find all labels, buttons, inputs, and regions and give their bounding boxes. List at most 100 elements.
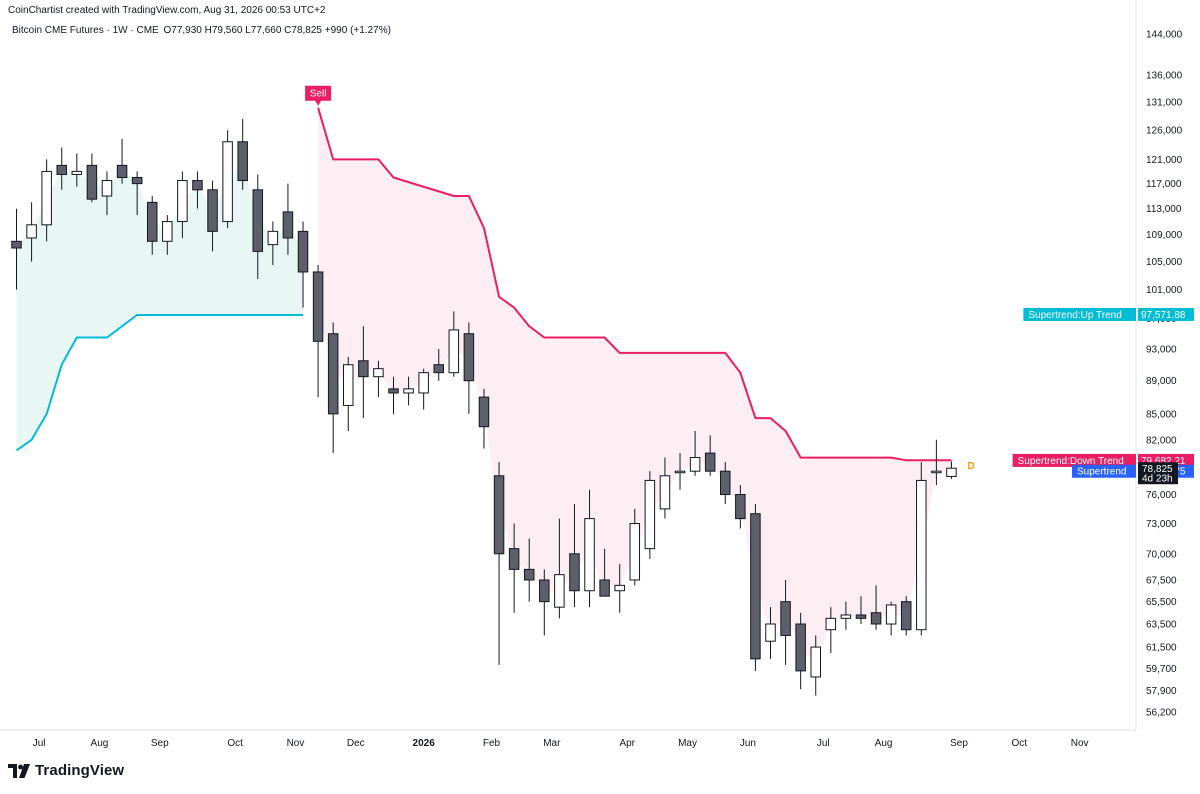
candle — [554, 518, 565, 619]
candle-body — [478, 396, 490, 428]
x-tick-label: Oct — [1012, 738, 1028, 749]
candle — [56, 147, 67, 190]
candle-body — [614, 584, 625, 592]
y-tick-label: 121,000 — [1146, 155, 1183, 166]
y-tick-label: 56,200 — [1146, 708, 1177, 719]
candle — [403, 376, 414, 406]
candle — [252, 174, 264, 279]
candle — [222, 130, 233, 229]
y-tick-label: 59,700 — [1146, 664, 1177, 675]
candle — [41, 159, 52, 242]
low-value: L77,660 — [245, 25, 282, 36]
candle — [297, 221, 309, 308]
candle-body — [41, 170, 52, 226]
tag-value: 79,682.21 — [1141, 456, 1186, 467]
last-price-countdown: 4d 23h — [1142, 474, 1173, 485]
y-tick-label: 65,500 — [1146, 597, 1177, 608]
candle — [448, 311, 460, 377]
candle-body — [312, 271, 324, 342]
candle — [614, 564, 625, 613]
candle-body — [26, 224, 37, 239]
creator-credit: CoinChartist created with TradingView.co… — [8, 5, 326, 16]
x-tick-label: Mar — [543, 738, 561, 749]
symbol-legend: Bitcoin CME Futures · 1W · CME O77,930 H… — [12, 25, 391, 36]
candle-body — [463, 333, 475, 382]
candle — [840, 601, 852, 630]
symbol-title: Bitcoin CME Futures · 1W · CME — [12, 25, 159, 36]
candle — [146, 196, 158, 255]
candle-body — [101, 180, 113, 197]
supertrend-up-fill — [16, 160, 303, 451]
candle-body — [855, 614, 867, 619]
candle-body — [418, 372, 429, 394]
candle-body — [629, 523, 641, 581]
candle-body — [327, 333, 339, 415]
candle — [780, 579, 791, 665]
candle-body — [810, 646, 821, 678]
supertrend-down-fill — [318, 107, 952, 662]
y-tick-label: 105,000 — [1146, 257, 1183, 268]
candle-body — [780, 601, 791, 636]
candle-body — [704, 452, 716, 472]
candle-body — [539, 579, 550, 603]
candle-body — [207, 189, 218, 232]
candle — [735, 485, 746, 529]
y-tick-label: 63,500 — [1146, 619, 1177, 630]
candle-body — [523, 568, 535, 581]
y-tick-label: 109,000 — [1146, 230, 1183, 241]
last-price-value: 78,825 — [1142, 464, 1173, 475]
candle-body — [71, 170, 83, 175]
candle — [11, 208, 22, 290]
candle — [795, 612, 806, 690]
tradingview-logo-icon — [8, 763, 30, 778]
x-tick-label: Aug — [91, 738, 109, 749]
candle — [388, 376, 399, 414]
brand-name: TradingView — [35, 762, 125, 779]
sell-signal-box — [305, 85, 332, 106]
y-tick-label: 117,000 — [1146, 179, 1182, 190]
candle-body — [297, 230, 309, 273]
x-tick-label: Oct — [227, 738, 243, 749]
candle-body — [584, 518, 595, 592]
y-tick-label: 131,000 — [1146, 98, 1183, 109]
price-chart[interactable]: 56,200 57,900 59,700 61,500 63,500 65,500 67,5… — [0, 0, 1200, 760]
candle — [644, 471, 656, 559]
candle — [916, 462, 927, 636]
y-tick-label: 126,000 — [1146, 126, 1183, 137]
candle-body — [644, 479, 656, 550]
y-tick-label: 57,900 — [1146, 686, 1177, 697]
x-tick-label: Apr — [619, 738, 635, 749]
candle-body — [674, 470, 686, 474]
candle-body — [840, 614, 852, 619]
candle-body — [116, 164, 128, 178]
x-tick-label: Sep — [151, 738, 169, 749]
x-tick-label: Dec — [347, 738, 365, 749]
x-tick-label: Aug — [875, 738, 893, 749]
candle — [584, 489, 595, 608]
candle-body — [222, 141, 233, 223]
candle — [433, 349, 444, 381]
x-tick-label: Feb — [483, 738, 501, 749]
candle-body — [795, 623, 806, 672]
candle-body — [569, 553, 580, 592]
y-tick-label: 144,000 — [1146, 30, 1183, 41]
tag-name: Supertrend:Down Trend — [1018, 456, 1124, 467]
candle — [885, 601, 897, 636]
candle — [86, 153, 98, 203]
candle — [237, 118, 248, 190]
candle-body — [146, 201, 158, 242]
candle — [478, 388, 490, 449]
candle-body — [946, 467, 957, 477]
candle — [629, 508, 641, 586]
candle-body — [720, 470, 731, 496]
close-value: C78,825 — [284, 25, 322, 36]
candle — [71, 153, 83, 187]
tag-value-box — [1138, 307, 1194, 321]
candle-body — [931, 470, 942, 474]
candle-body — [11, 240, 22, 249]
x-tick-label: Jun — [740, 738, 756, 749]
sell-signal: Sell — [305, 85, 332, 106]
candle — [870, 585, 882, 630]
tag-name: Supertrend:Up Trend — [1028, 310, 1121, 321]
candle — [312, 265, 324, 398]
